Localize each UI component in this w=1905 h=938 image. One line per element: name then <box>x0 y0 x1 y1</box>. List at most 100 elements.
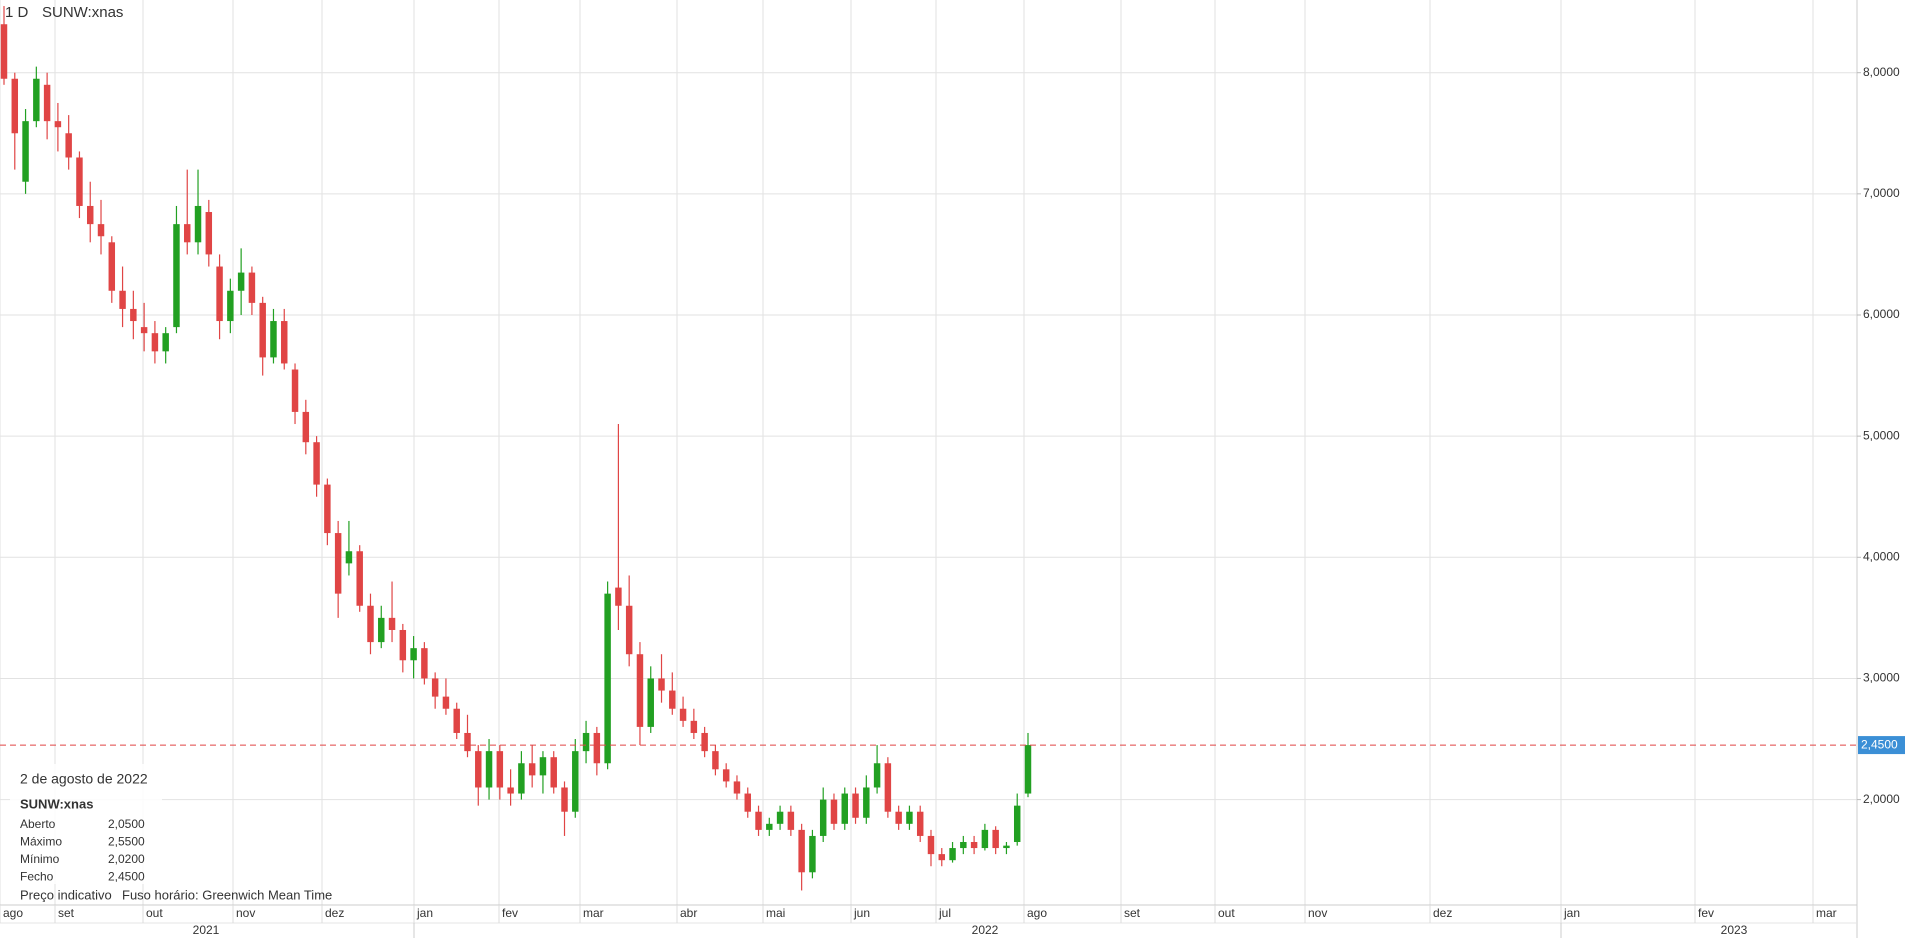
candle-body <box>992 829 999 849</box>
candle-body <box>916 811 924 836</box>
candle-body <box>431 678 439 697</box>
candle-body <box>485 751 493 788</box>
candle-body <box>345 551 353 564</box>
y-tick-label: 6,0000 <box>1863 307 1900 321</box>
candle-body <box>1024 745 1032 794</box>
candle-body <box>194 205 202 243</box>
x-tick-label: out <box>146 906 163 920</box>
info-date: 2 de agosto de 2022 <box>20 771 148 787</box>
candle-body <box>615 587 622 606</box>
x-tick-label: nov <box>236 906 255 920</box>
candle-body <box>151 333 159 352</box>
info-label: Mínimo <box>20 852 60 866</box>
candles <box>0 6 1032 891</box>
candle-body <box>130 308 137 322</box>
x-tick-label: out <box>1218 906 1235 920</box>
candle-body <box>712 751 719 770</box>
candle-body <box>863 787 870 818</box>
x-tick-label: mar <box>1816 906 1837 920</box>
candle-body <box>453 708 460 733</box>
candle-body <box>539 757 547 776</box>
x-tick-label: fev <box>1698 906 1714 920</box>
footer-timezone: Fuso horário: Greenwich Mean Time <box>122 887 332 902</box>
candle-body <box>324 484 331 534</box>
candle-body <box>496 751 504 788</box>
candle-body <box>227 290 234 322</box>
candle-body <box>302 411 310 443</box>
x-tick-label: abr <box>680 906 697 920</box>
x-tick-label: set <box>58 906 75 920</box>
candle-body <box>205 212 213 255</box>
candle-body <box>895 811 902 824</box>
candle-body <box>464 732 471 752</box>
interval: 1 D <box>5 4 29 21</box>
candle-body <box>388 617 396 630</box>
info-value: 2,4500 <box>108 870 145 884</box>
candle-body <box>313 442 320 485</box>
candle-body <box>766 823 773 830</box>
x-tick-label: jan <box>416 906 433 920</box>
year-label: 2021 <box>193 923 220 937</box>
candle-body <box>873 763 881 788</box>
x-tick-label: jun <box>853 906 870 920</box>
candle-body <box>960 842 967 849</box>
y-tick-label: 4,0000 <box>1863 549 1900 563</box>
candle-body <box>0 24 8 79</box>
candle-body <box>76 157 83 206</box>
candle-body <box>291 369 299 412</box>
candle-body <box>86 205 94 225</box>
last-price-badge <box>1858 736 1905 755</box>
x-tick-label: ago <box>1027 906 1047 920</box>
candle-body <box>561 787 568 812</box>
candle-body <box>679 708 687 721</box>
candle-body <box>399 629 407 661</box>
x-tick-label: dez <box>1433 906 1452 920</box>
candle-body <box>593 732 601 764</box>
x-tick-label: mar <box>583 906 604 920</box>
candle-body <box>658 678 665 691</box>
candle-body <box>528 763 536 776</box>
candle-body <box>938 854 946 861</box>
candle-body <box>1013 805 1021 843</box>
candle-body <box>270 321 277 358</box>
candle-body <box>787 811 795 830</box>
candle-body <box>830 799 838 824</box>
info-label: Fecho <box>20 870 54 884</box>
candle-body <box>669 690 676 709</box>
candle-body <box>744 793 751 812</box>
candle-body <box>776 811 784 824</box>
grid <box>0 0 1857 905</box>
info-label: Aberto <box>20 817 56 831</box>
candle-body <box>518 763 525 794</box>
candle-body <box>281 321 288 364</box>
candle-body <box>884 763 892 812</box>
info-value: 2,5500 <box>108 835 145 849</box>
candle-body <box>572 751 579 812</box>
candle-body <box>97 224 105 237</box>
y-tick-label: 3,0000 <box>1863 671 1900 685</box>
candle-body <box>65 133 72 158</box>
candle-body <box>981 829 989 849</box>
footer-note: Preço indicativo <box>20 887 112 902</box>
x-tick-label: jan <box>1563 906 1580 920</box>
candle-body <box>949 848 956 861</box>
candle-body <box>248 272 256 303</box>
candle-body <box>43 84 51 122</box>
candle-body <box>334 533 342 594</box>
y-tick-label: 5,0000 <box>1863 428 1900 442</box>
x-tick-label: ago <box>3 906 23 920</box>
candle-body <box>550 757 557 788</box>
candle-body <box>906 811 913 824</box>
candle-body <box>162 333 169 352</box>
candle-body <box>140 327 148 334</box>
info-label: Máximo <box>20 835 62 849</box>
x-tick-label: fev <box>502 906 518 920</box>
last-price-label: 2,4500 <box>1861 737 1898 751</box>
candle-body <box>237 272 245 291</box>
candle-body <box>22 121 29 182</box>
candle-body <box>367 605 374 643</box>
candle-body <box>33 78 40 122</box>
candle-body <box>356 551 363 606</box>
candle-body <box>841 793 848 824</box>
